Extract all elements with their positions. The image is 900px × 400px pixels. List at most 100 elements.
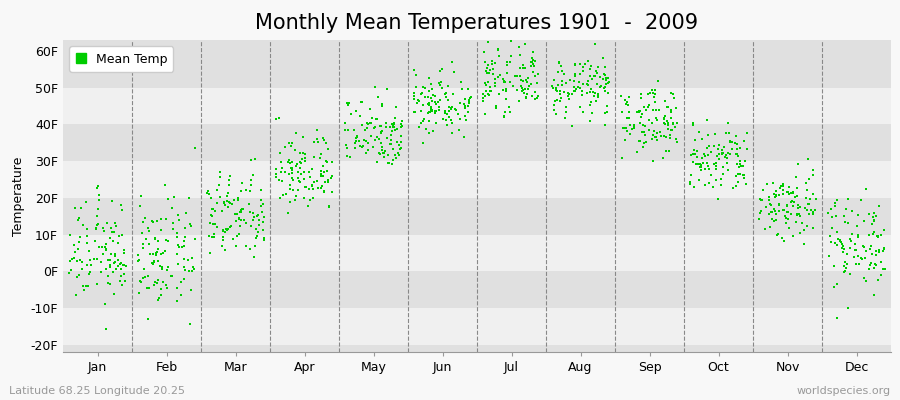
Point — [90, 256, 104, 262]
Point — [67, 242, 81, 248]
Point — [791, 204, 806, 211]
Point — [288, 197, 302, 204]
Point — [837, 262, 851, 269]
Point — [394, 118, 409, 124]
Point — [764, 202, 778, 208]
Point — [664, 126, 679, 133]
Point — [215, 228, 230, 234]
Point — [114, 202, 129, 208]
Point — [268, 174, 283, 180]
Point — [361, 120, 375, 127]
Point — [636, 129, 651, 135]
Point — [387, 120, 401, 126]
Point — [91, 206, 105, 212]
Point — [325, 158, 339, 165]
Point — [553, 98, 567, 104]
Point — [297, 184, 311, 191]
Point — [686, 122, 700, 128]
Point — [661, 104, 675, 110]
Point — [690, 160, 705, 167]
Point — [576, 64, 590, 70]
Point — [684, 172, 698, 178]
Point — [488, 83, 502, 89]
Point — [650, 130, 664, 137]
Point — [284, 159, 298, 166]
Bar — [63, 51, 891, 88]
Point — [254, 187, 268, 193]
Point — [514, 83, 528, 90]
Point — [619, 115, 634, 122]
Point — [366, 143, 381, 150]
Point — [518, 85, 533, 92]
Point — [164, 272, 178, 279]
Point — [421, 94, 436, 100]
Point — [248, 156, 262, 162]
Point — [485, 61, 500, 67]
Point — [364, 106, 378, 113]
Point — [178, 224, 193, 231]
Point — [306, 154, 320, 160]
Point — [63, 258, 77, 264]
Point — [781, 225, 796, 232]
Point — [649, 114, 663, 121]
Point — [878, 266, 892, 272]
Point — [874, 272, 888, 278]
Point — [598, 110, 612, 117]
Point — [601, 78, 616, 85]
Point — [274, 178, 289, 184]
Point — [715, 150, 729, 156]
Point — [715, 182, 729, 189]
Point — [278, 169, 293, 175]
Point — [140, 285, 155, 291]
Point — [182, 195, 196, 201]
Point — [113, 260, 128, 266]
Point — [104, 256, 118, 263]
Point — [848, 246, 862, 253]
Point — [246, 217, 260, 224]
Point — [554, 67, 569, 74]
Point — [317, 137, 331, 144]
Point — [825, 214, 840, 220]
Point — [422, 88, 436, 94]
Point — [449, 107, 464, 113]
Point — [482, 92, 497, 98]
Point — [634, 95, 648, 101]
Point — [806, 211, 820, 218]
Point — [848, 241, 862, 247]
Point — [774, 235, 788, 242]
Point — [700, 160, 715, 166]
Point — [770, 188, 784, 194]
Point — [627, 124, 642, 130]
Point — [145, 217, 159, 224]
Point — [63, 232, 77, 238]
Point — [658, 121, 672, 127]
Point — [377, 150, 392, 156]
Point — [647, 93, 662, 100]
Point — [220, 226, 235, 232]
Point — [374, 147, 389, 154]
Point — [496, 76, 510, 82]
Point — [222, 200, 237, 206]
Point — [183, 321, 197, 327]
Point — [481, 62, 495, 68]
Point — [237, 216, 251, 223]
Point — [632, 108, 646, 115]
Point — [415, 90, 429, 96]
Point — [710, 196, 724, 202]
Point — [177, 238, 192, 244]
Point — [154, 227, 168, 233]
Point — [382, 160, 396, 166]
Point — [228, 211, 242, 218]
Point — [593, 74, 608, 80]
Point — [781, 188, 796, 195]
Point — [315, 162, 329, 169]
Point — [729, 183, 743, 190]
Point — [98, 300, 112, 307]
Point — [806, 167, 820, 173]
Title: Monthly Mean Temperatures 1901  -  2009: Monthly Mean Temperatures 1901 - 2009 — [256, 13, 698, 33]
Point — [770, 232, 784, 239]
Point — [871, 233, 886, 239]
Point — [302, 197, 317, 204]
Point — [387, 120, 401, 127]
Point — [644, 87, 659, 93]
